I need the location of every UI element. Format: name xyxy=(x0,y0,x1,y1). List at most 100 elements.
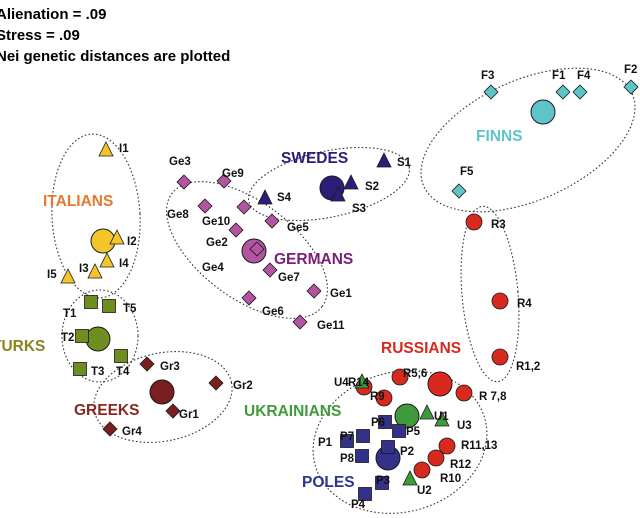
point-u3 xyxy=(434,411,450,427)
point-r3 xyxy=(465,213,483,231)
point-p2 xyxy=(381,440,395,454)
point-label-p4: P4 xyxy=(351,499,366,511)
point-label-r9: R9 xyxy=(370,391,385,403)
point-label-ge10: Ge10 xyxy=(202,216,230,228)
group-label-greeks: GREEKS xyxy=(74,402,139,419)
point-label-ge1: Ge1 xyxy=(330,288,352,300)
point-f1 xyxy=(555,84,571,100)
group-label-ukrainians: UKRAINIANS xyxy=(244,403,341,420)
point-ge8 xyxy=(197,198,213,214)
point-t2 xyxy=(75,329,89,343)
point-label-p8: P8 xyxy=(340,453,355,465)
point-ge7 xyxy=(262,262,278,278)
point-p4 xyxy=(358,487,372,501)
point-label-i2: I2 xyxy=(127,236,137,248)
point-gr3 xyxy=(139,356,155,372)
point-label-i5: I5 xyxy=(47,269,57,281)
point-r4 xyxy=(491,292,509,310)
centroid-finns xyxy=(530,99,556,125)
centroid-turks xyxy=(85,326,111,352)
point-u4 xyxy=(354,373,370,389)
point-i4 xyxy=(99,252,115,268)
point-ge11 xyxy=(292,314,308,330)
point-r9 xyxy=(375,389,393,407)
point-label-gr3: Gr3 xyxy=(160,361,180,373)
point-label-u2: U2 xyxy=(417,485,432,497)
point-label-f3: F3 xyxy=(481,70,494,82)
point-f3 xyxy=(483,84,499,100)
point-label-ge7: Ge7 xyxy=(278,272,300,284)
point-label-i4: I4 xyxy=(119,258,129,270)
cluster-ellipse-greeks xyxy=(93,351,233,443)
point-label-p3: P3 xyxy=(376,475,390,487)
cluster-ellipse-russians xyxy=(460,205,520,383)
point-p5 xyxy=(392,424,406,438)
point-r11-13 xyxy=(438,437,456,455)
cluster-ellipse-swedes xyxy=(247,146,411,222)
point-f5 xyxy=(451,183,467,199)
point-p3 xyxy=(375,476,389,490)
point-gr1 xyxy=(165,403,181,419)
point-label-p5: P5 xyxy=(406,426,421,438)
point-p1 xyxy=(340,434,354,448)
point-label-ge2: Ge2 xyxy=(206,237,228,249)
point-label-r1-2: R1,2 xyxy=(516,361,540,373)
point-label-u3: U3 xyxy=(457,420,472,432)
point-label-ge6: Ge6 xyxy=(262,306,284,318)
point-ge6 xyxy=(241,290,257,306)
point-label-t5: T5 xyxy=(123,303,137,315)
point-i2 xyxy=(109,229,125,245)
point-label-t4: T4 xyxy=(116,366,130,378)
point-s2 xyxy=(343,174,359,190)
point-p7 xyxy=(356,429,370,443)
point-label-ge8: Ge8 xyxy=(167,209,189,221)
point-label-gr2: Gr2 xyxy=(233,380,253,392)
point-r-7-8 xyxy=(455,384,473,402)
point-label-r4: R4 xyxy=(517,298,532,310)
point-label-gr1: Gr1 xyxy=(179,409,199,421)
point-r12 xyxy=(427,449,445,467)
point-label-s2: S2 xyxy=(365,181,379,193)
cluster-ellipse-ukrainians xyxy=(312,370,488,514)
point-i5 xyxy=(60,268,76,284)
centroid-russians xyxy=(427,371,453,397)
point-label-r-7-8: R 7,8 xyxy=(479,391,507,403)
point-label-r14: R14 xyxy=(348,377,370,389)
point-p8 xyxy=(355,449,369,463)
point-r1-2 xyxy=(491,348,509,366)
centroid-ukrainians xyxy=(394,403,420,429)
point-label-ge3: Ge3 xyxy=(169,156,191,168)
cluster-ellipse-italians xyxy=(51,133,141,299)
point-label-u4: U4 xyxy=(334,377,349,389)
point-i3 xyxy=(87,263,103,279)
point-label-s1: S1 xyxy=(397,157,412,169)
point-label-t1: T1 xyxy=(63,308,77,320)
point-label-u1: U1 xyxy=(434,411,449,423)
group-label-swedes: SWEDES xyxy=(281,150,348,167)
point-f4 xyxy=(572,84,588,100)
point-t4 xyxy=(114,349,128,363)
group-label-germans: GERMANS xyxy=(274,251,353,268)
point-label-f2: F2 xyxy=(624,64,637,76)
point-label-p1: P1 xyxy=(318,437,333,449)
point-r5-6 xyxy=(391,368,409,386)
point-label-r12: R12 xyxy=(450,459,471,471)
point-label-i3: I3 xyxy=(79,263,89,275)
group-label-italians: ITALIANS xyxy=(43,193,113,210)
point-label-s4: S4 xyxy=(277,192,292,204)
cluster-ellipse-turks xyxy=(61,289,139,383)
point-ge9 xyxy=(216,173,232,189)
point-label-r3: R3 xyxy=(491,219,506,231)
group-label-poles: POLES xyxy=(302,474,355,491)
point-s3 xyxy=(330,186,346,202)
point-ge1 xyxy=(306,283,322,299)
point-i1 xyxy=(98,141,114,157)
point-t1 xyxy=(84,295,98,309)
point-label-t3: T3 xyxy=(91,366,104,378)
point-label-r10: R10 xyxy=(440,473,461,485)
point-label-ge4: Ge4 xyxy=(202,262,224,274)
point-label-p2: P2 xyxy=(400,446,414,458)
group-label-russians: RUSSIANS xyxy=(381,340,461,357)
point-label-i1: I1 xyxy=(119,143,129,155)
point-u2 xyxy=(402,470,418,486)
